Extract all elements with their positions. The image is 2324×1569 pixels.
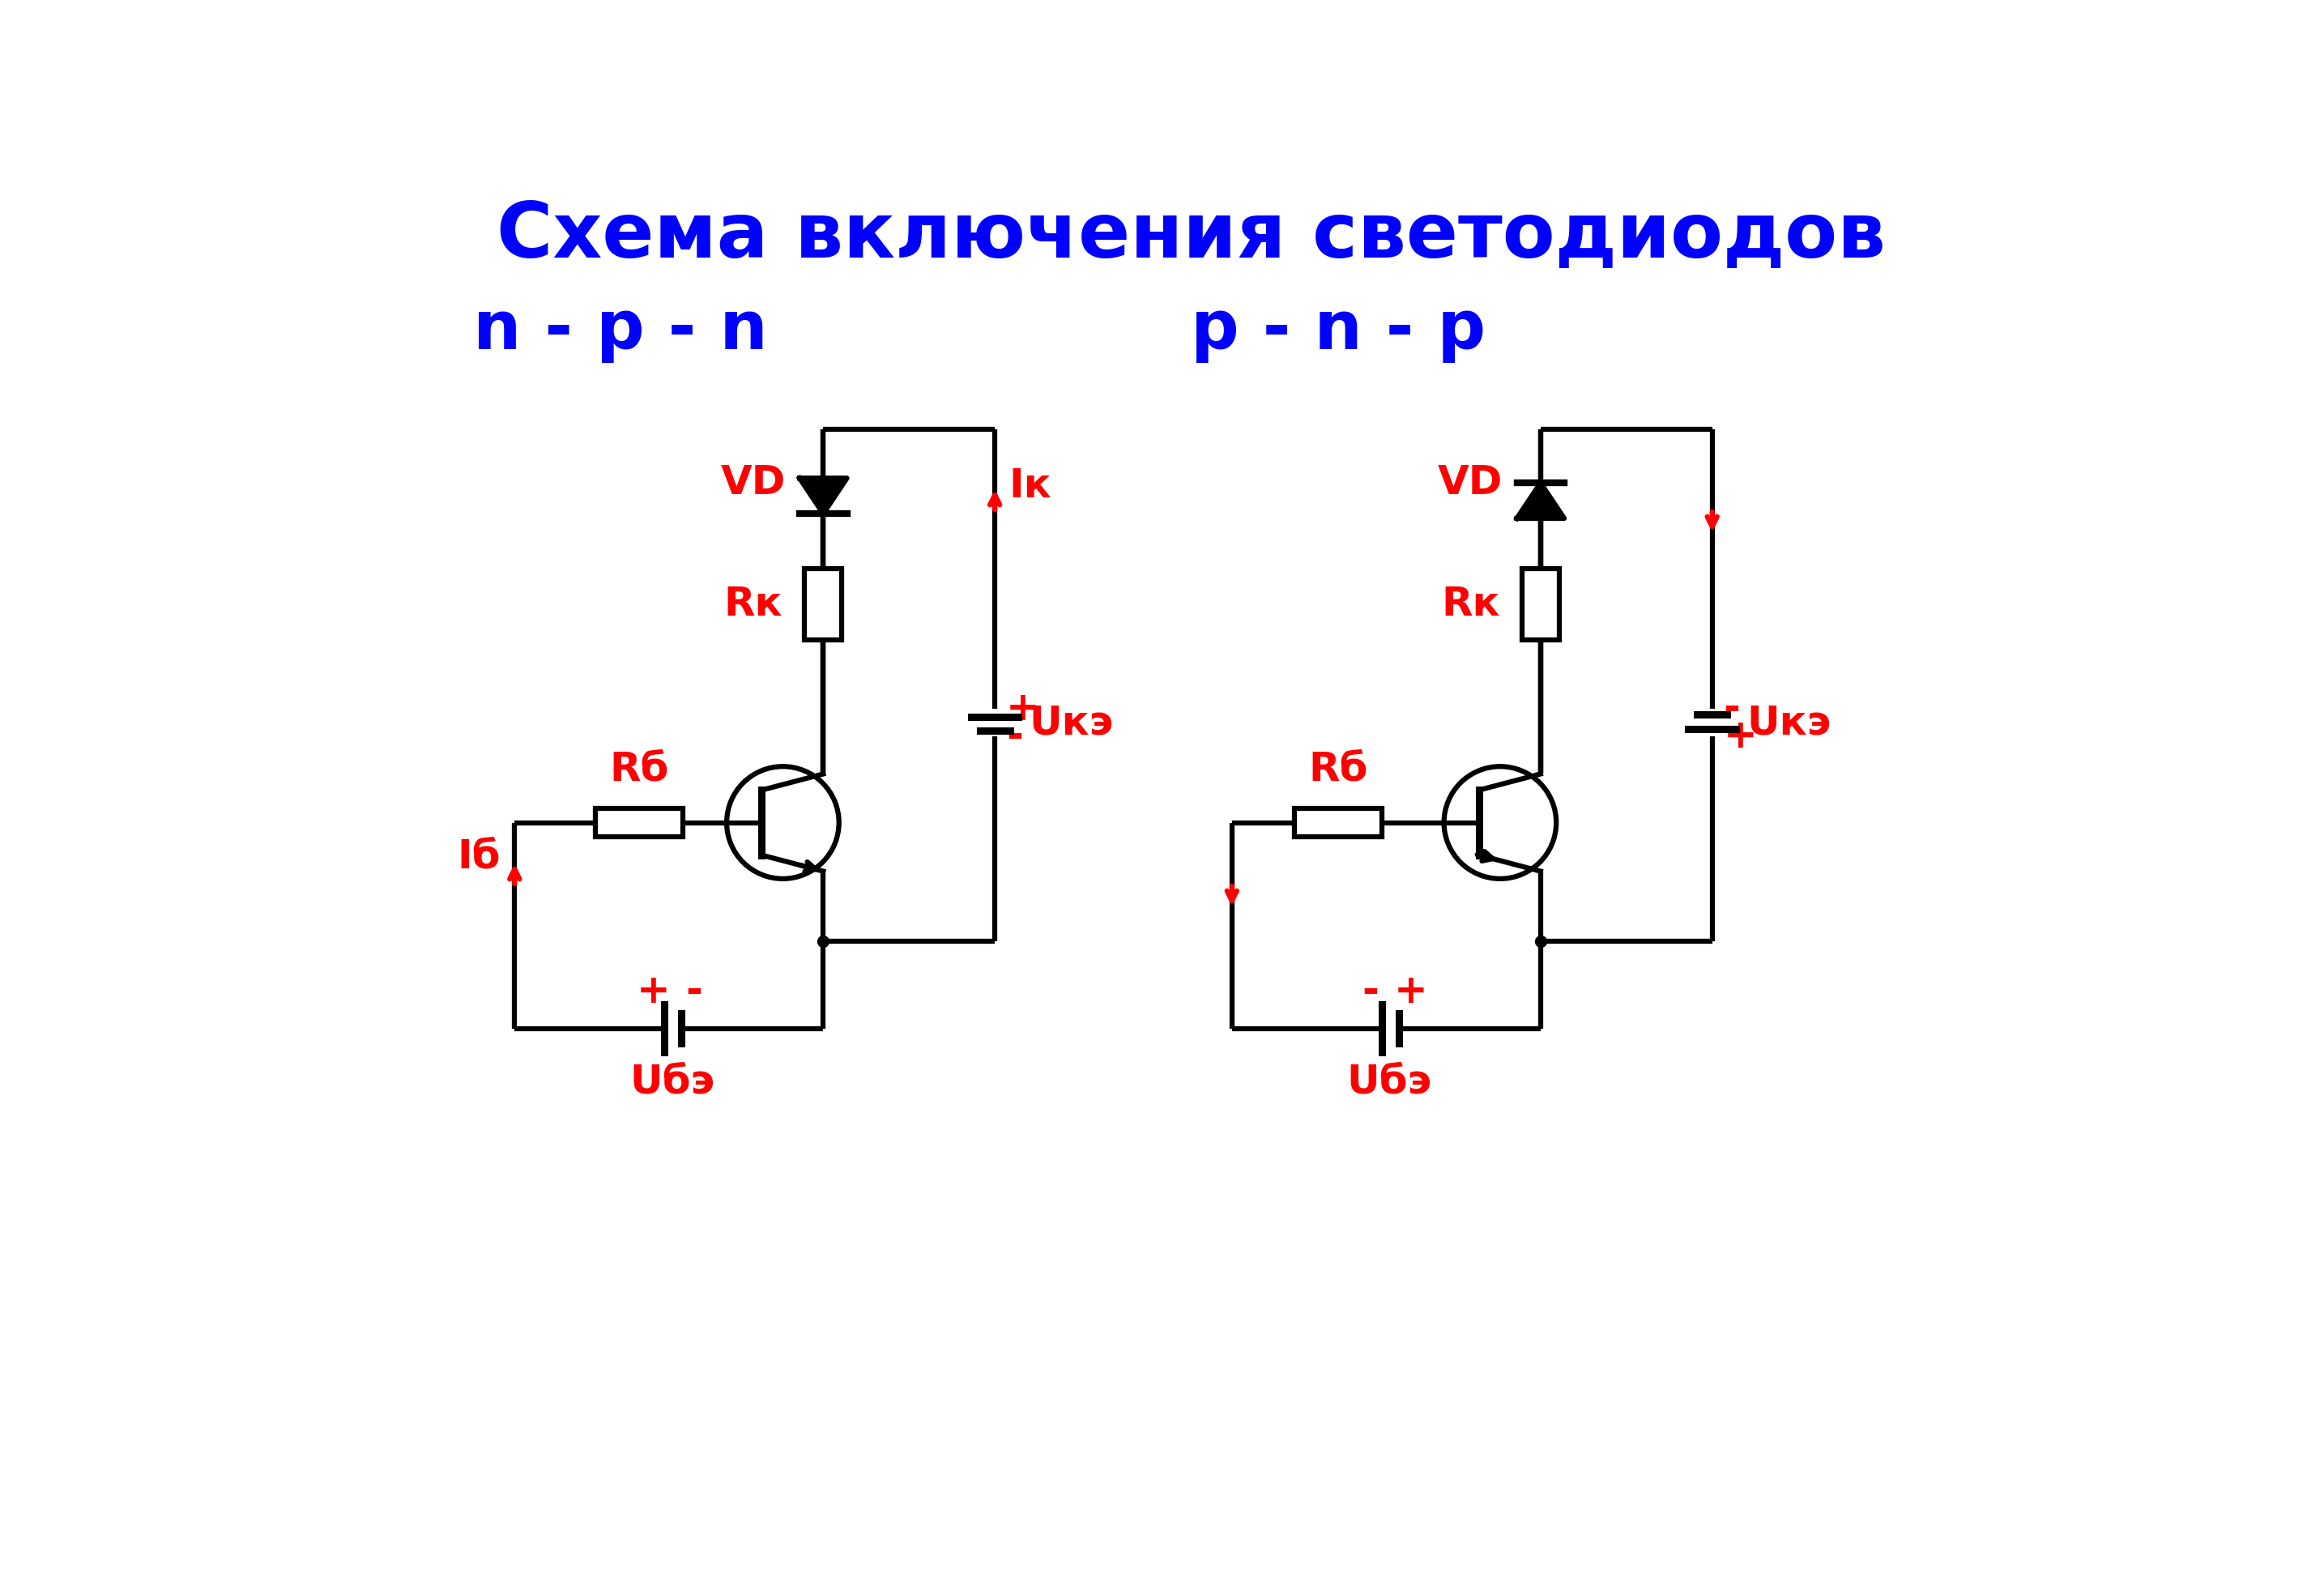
Text: VD: VD: [720, 463, 786, 502]
Text: Rк: Rк: [1441, 585, 1499, 624]
Text: Uкэ: Uкэ: [1745, 703, 1831, 742]
Bar: [804, 568, 841, 640]
Polygon shape: [799, 479, 846, 513]
Text: -: -: [686, 973, 702, 1010]
Text: p - n - p: p - n - p: [1190, 297, 1485, 362]
Text: +: +: [1394, 973, 1427, 1010]
Text: -: -: [1362, 973, 1378, 1010]
Bar: [1522, 568, 1559, 640]
Text: Uбэ: Uбэ: [630, 1062, 713, 1101]
Text: Iб: Iб: [458, 838, 502, 877]
Text: Rб: Rб: [609, 750, 669, 788]
Text: VD: VD: [1439, 463, 1504, 502]
Bar: [1294, 808, 1380, 836]
Text: Rк: Rк: [725, 585, 783, 624]
Text: Rб: Rб: [1308, 750, 1367, 788]
Bar: [595, 808, 683, 836]
Text: Iк: Iк: [1009, 466, 1050, 505]
Text: Схема включения светодиодов: Схема включения светодиодов: [497, 199, 1885, 273]
Text: +: +: [1724, 717, 1757, 756]
Text: -: -: [1724, 690, 1741, 728]
Polygon shape: [1518, 483, 1564, 518]
Text: +: +: [637, 973, 669, 1010]
Text: Uбэ: Uбэ: [1346, 1062, 1432, 1101]
Text: n - p - n: n - p - n: [474, 297, 767, 362]
Text: -: -: [1006, 717, 1023, 756]
Text: +: +: [1006, 690, 1039, 728]
Text: Uкэ: Uкэ: [1030, 703, 1113, 742]
